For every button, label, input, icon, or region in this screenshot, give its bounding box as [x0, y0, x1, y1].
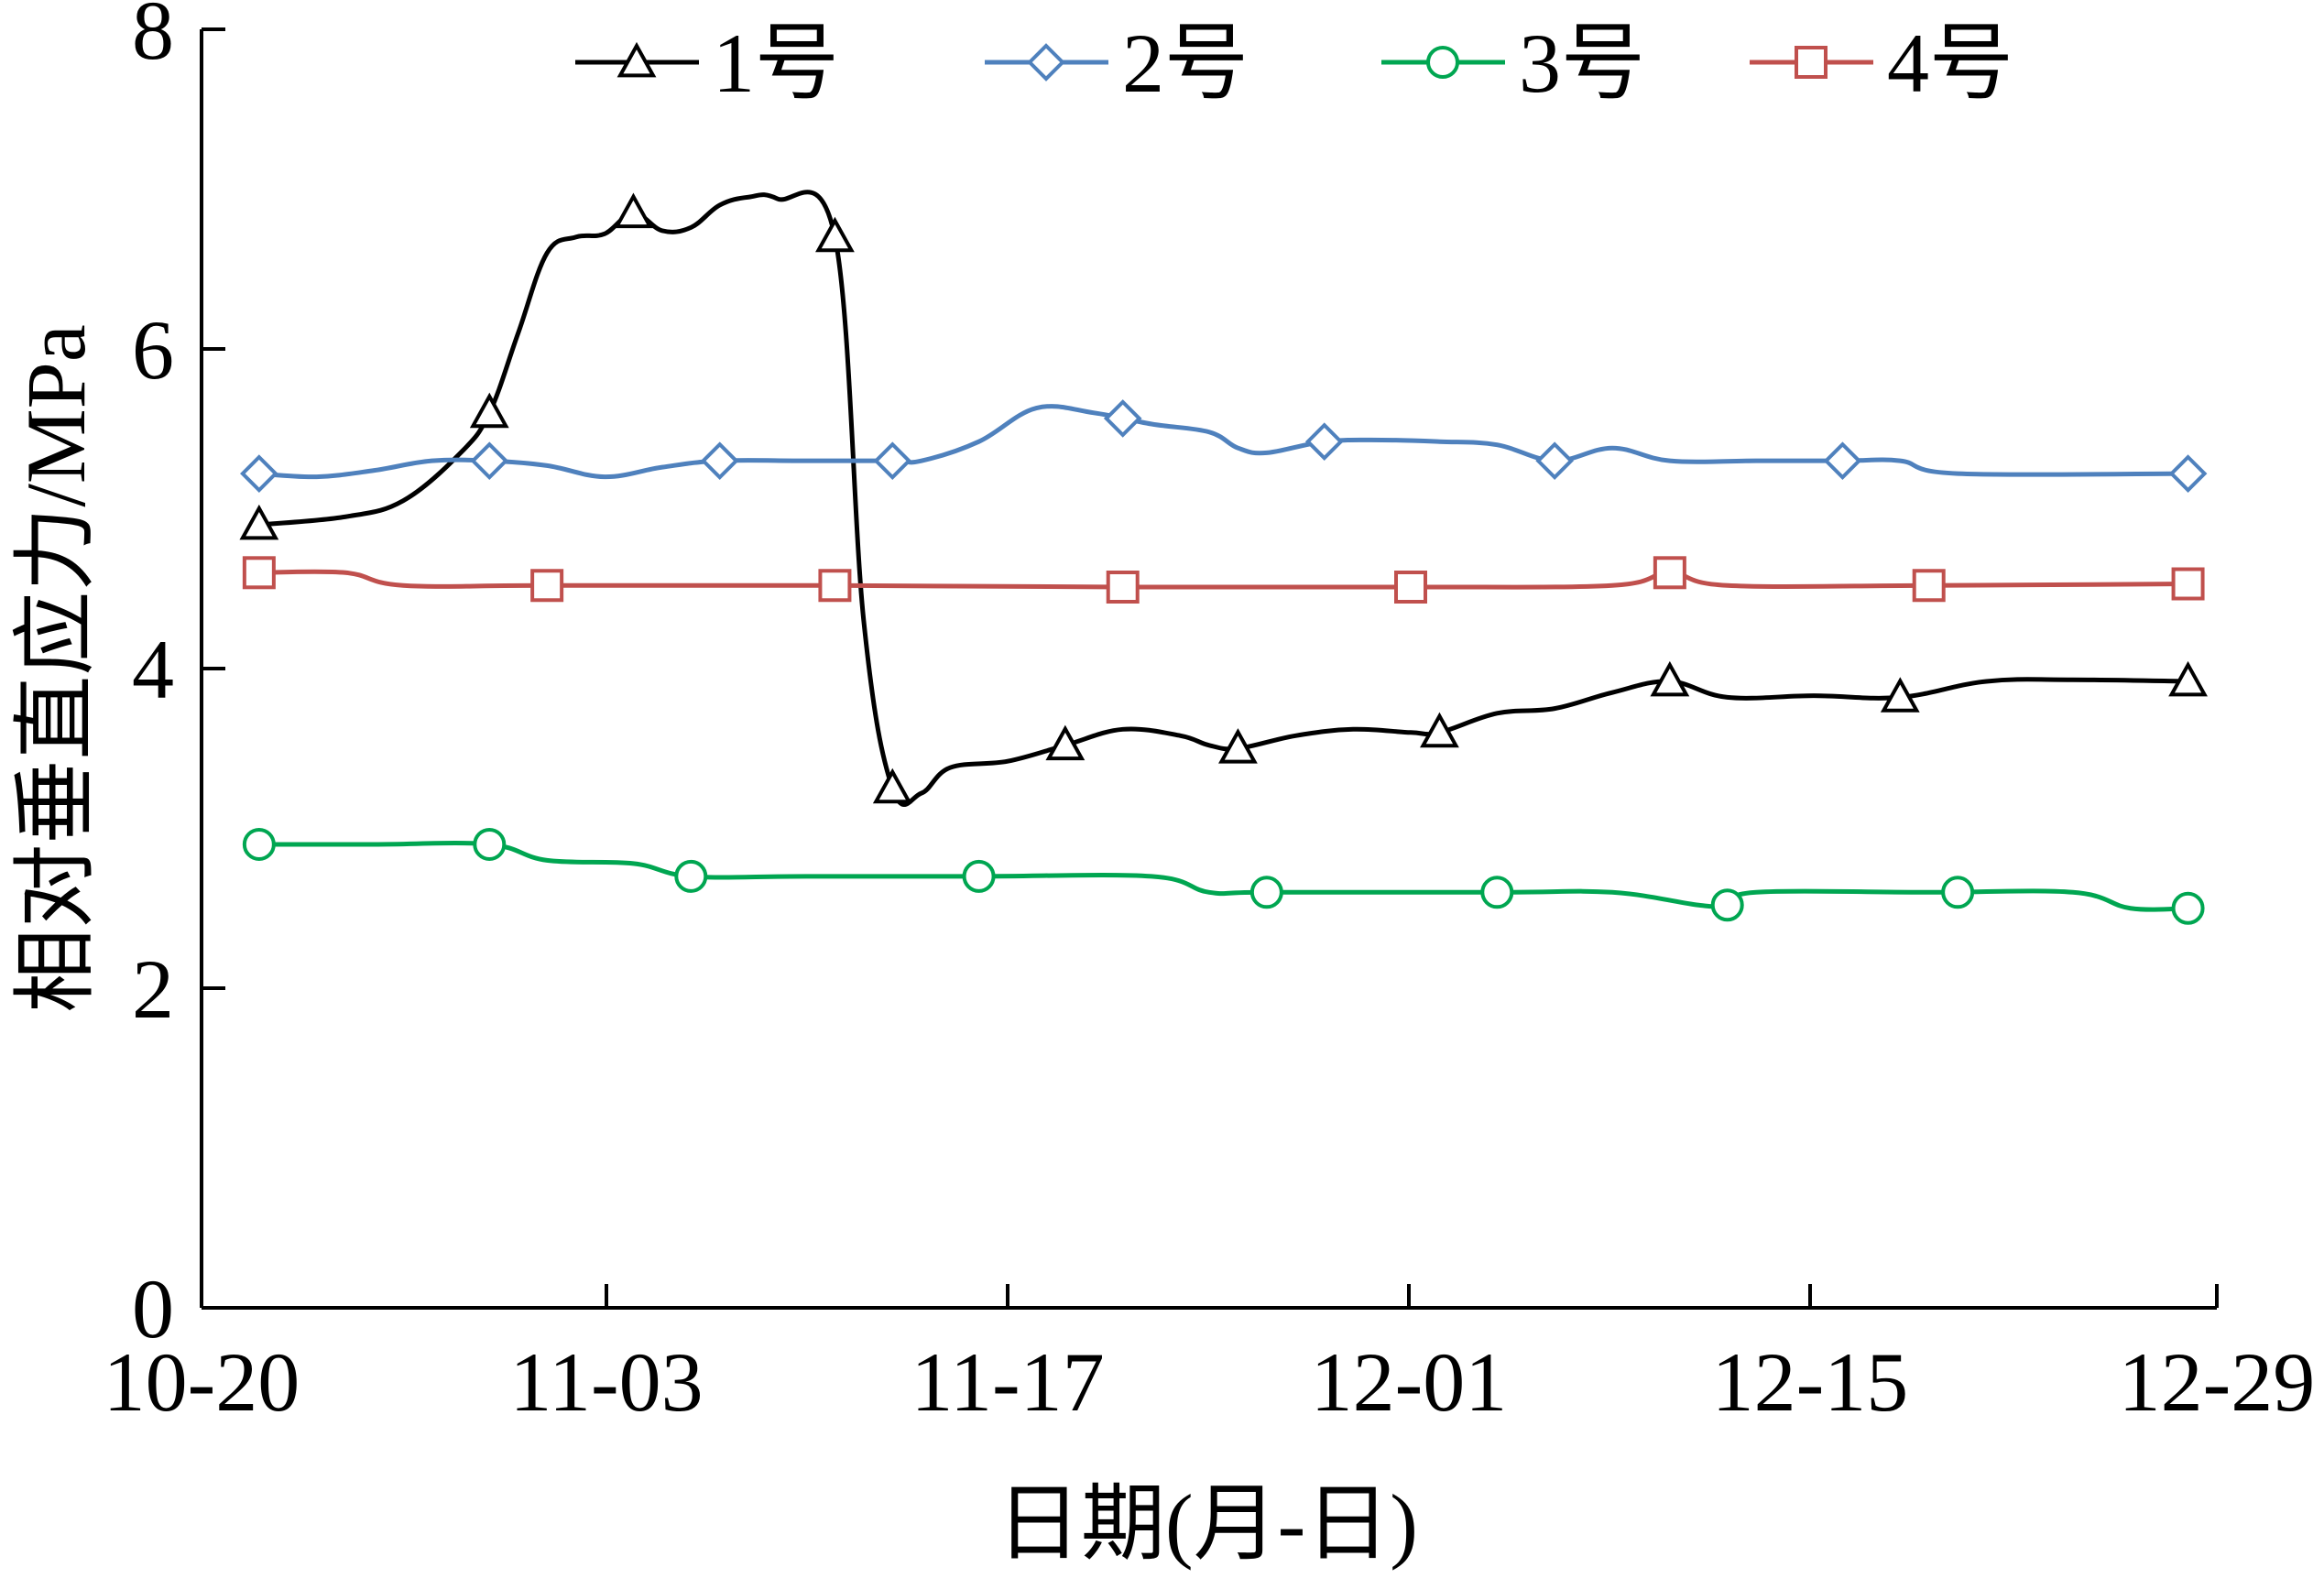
data-point	[2171, 891, 2205, 925]
data-point	[240, 454, 278, 493]
legend-item: 2号	[985, 16, 1249, 110]
series-line	[258, 404, 2188, 480]
data-point	[1880, 677, 1920, 713]
legend-item: 3号	[1381, 16, 1645, 110]
data-point	[674, 859, 708, 893]
data-point	[1394, 571, 1427, 604]
data-point	[1106, 571, 1140, 604]
data-point	[530, 569, 564, 603]
legend-marker	[1426, 46, 1459, 79]
legend-marker	[1795, 46, 1828, 79]
legend-item: 4号	[1750, 16, 2013, 110]
data-point	[473, 827, 507, 861]
data-point	[1249, 876, 1283, 909]
data-point	[1650, 660, 1690, 697]
y-tick-label: 6	[132, 303, 174, 397]
series-layer	[239, 190, 2208, 925]
y-tick-label: 0	[132, 1262, 174, 1355]
data-point	[242, 827, 276, 861]
data-point	[2168, 454, 2208, 493]
data-point	[1941, 876, 1975, 909]
axes: 0 2 4 6 8 10-20 11-03 11-17 12-01 12-15 12-29	[104, 0, 2316, 1429]
x-tick-label: 12-01	[1311, 1335, 1508, 1429]
data-point	[815, 216, 855, 253]
legend-label: 1号	[713, 16, 839, 110]
y-axis-title: 相对垂直应力/MPa	[9, 324, 103, 1012]
data-point	[242, 556, 276, 590]
legend-label: 3号	[1519, 16, 1645, 110]
legend: 1号 2号 3号 4号	[575, 16, 2013, 110]
data-point	[1218, 728, 1258, 764]
legend-label: 2号	[1122, 16, 1249, 110]
data-point	[1480, 876, 1514, 909]
data-point	[1653, 556, 1686, 590]
data-point	[818, 569, 852, 603]
series-line	[258, 841, 2188, 912]
data-point	[469, 392, 509, 429]
series-1	[239, 190, 2208, 807]
series-2	[240, 399, 2208, 493]
data-point	[1823, 441, 1862, 480]
x-tick-label: 12-29	[2119, 1335, 2316, 1429]
legend-item: 1号	[575, 16, 839, 110]
x-axis-title: 日期(月-日)	[997, 1477, 1418, 1571]
x-tick-label: 11-03	[509, 1335, 703, 1429]
data-point	[1304, 422, 1344, 462]
series-line	[258, 569, 2188, 590]
data-point	[1420, 712, 1459, 748]
x-tick-label: 10-20	[104, 1335, 300, 1429]
data-point	[2171, 567, 2205, 601]
y-tick-label: 8	[132, 0, 174, 77]
x-tick-label: 11-17	[911, 1335, 1104, 1429]
data-point	[1045, 724, 1086, 761]
data-point	[872, 767, 912, 804]
data-point	[239, 504, 279, 540]
data-point	[962, 859, 996, 893]
data-point	[873, 441, 912, 480]
data-point	[1103, 399, 1142, 438]
series-3	[242, 827, 2205, 925]
y-tick-label: 2	[132, 942, 174, 1036]
series-4	[242, 556, 2205, 604]
data-point	[1710, 888, 1744, 922]
y-tick-label: 4	[132, 623, 174, 716]
data-point	[700, 441, 739, 480]
legend-marker	[1027, 43, 1065, 82]
data-point	[470, 441, 509, 480]
legend-label: 4号	[1887, 16, 2013, 110]
x-tick-label: 12-15	[1712, 1335, 1909, 1429]
legend-marker	[616, 41, 657, 78]
data-point	[1912, 569, 1946, 603]
series-line	[258, 190, 2188, 807]
data-point	[2168, 660, 2208, 697]
data-point	[1535, 441, 1574, 480]
data-point	[614, 192, 653, 229]
